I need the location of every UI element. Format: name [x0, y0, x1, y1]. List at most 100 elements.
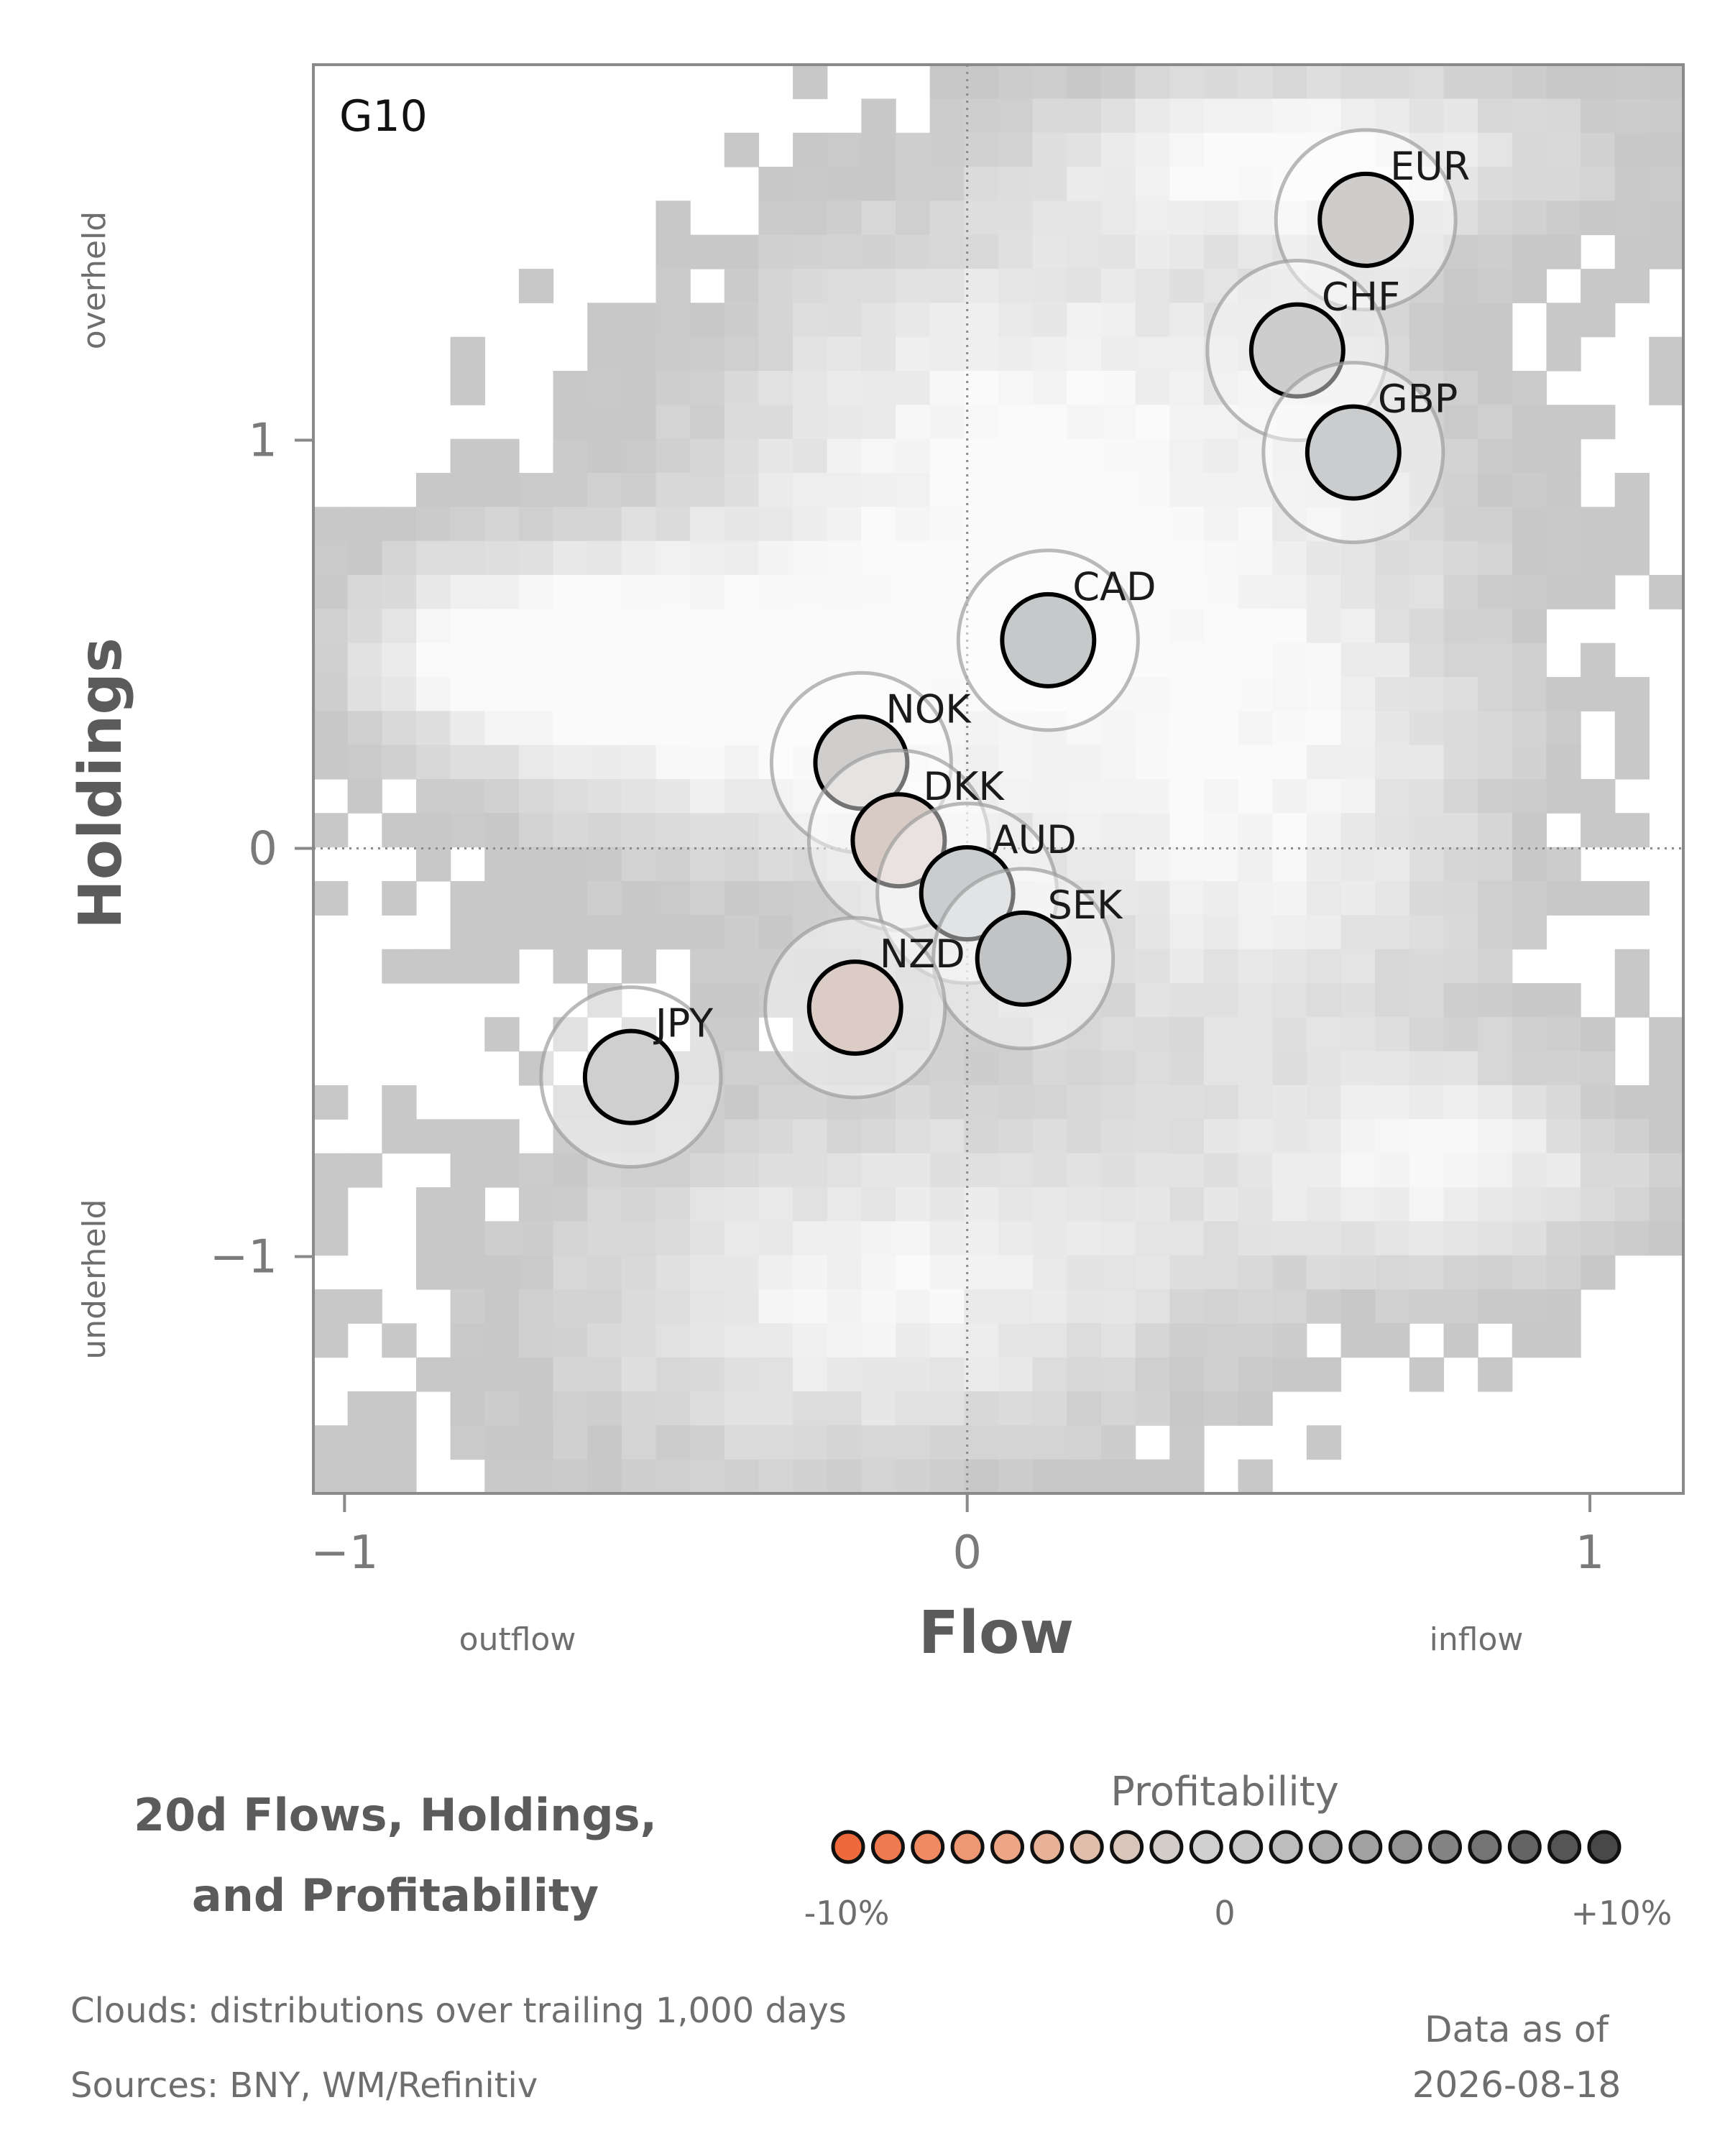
heatmap-cell	[518, 813, 554, 848]
heatmap-cell	[1375, 881, 1410, 916]
heatmap-cell	[1203, 1017, 1239, 1052]
heatmap-cell	[450, 336, 485, 372]
heatmap-cell	[964, 1221, 999, 1256]
heatmap-cell	[998, 371, 1034, 405]
heatmap-cell	[724, 779, 760, 814]
heatmap-cell	[690, 1391, 725, 1426]
heatmap-cell	[656, 303, 691, 338]
heatmap-cell	[1443, 1017, 1478, 1052]
heatmap-cell	[690, 745, 725, 780]
heatmap-cell	[1169, 1255, 1205, 1290]
heatmap-cell	[1203, 438, 1239, 474]
heatmap-cell	[1272, 1221, 1307, 1256]
heatmap-cell	[793, 405, 828, 440]
heatmap-cell	[1135, 949, 1170, 984]
heatmap-cell	[690, 609, 725, 644]
heatmap-cell	[1169, 234, 1205, 270]
heatmap-cell	[1546, 575, 1581, 609]
heatmap-cell	[827, 269, 862, 303]
heatmap-cell	[793, 303, 828, 338]
heatmap-cell	[1409, 1153, 1445, 1188]
heatmap-cell	[1478, 438, 1513, 474]
heatmap-cell	[1238, 575, 1273, 609]
heatmap-cell	[1546, 507, 1581, 542]
heatmap-cell	[1238, 1459, 1273, 1493]
heatmap-cell	[1306, 98, 1342, 134]
heatmap-cell	[1478, 473, 1513, 507]
heatmap-cell	[553, 540, 588, 576]
heatmap-cell	[1409, 167, 1445, 201]
heatmap-cell	[793, 336, 828, 372]
heatmap-cell	[1340, 1255, 1376, 1290]
heatmap-cell	[1067, 65, 1102, 99]
heatmap-cell	[1203, 234, 1239, 270]
heatmap-cell	[964, 201, 999, 236]
legend-swatch	[1070, 1830, 1104, 1864]
heatmap-cell	[964, 405, 999, 440]
heatmap-cell	[1238, 677, 1273, 711]
heatmap-cell	[1478, 1119, 1513, 1154]
heatmap-cell	[1340, 1187, 1376, 1222]
heatmap-cell	[964, 1323, 999, 1358]
heatmap-cell	[724, 438, 760, 474]
heatmap-cell	[656, 1459, 691, 1493]
heatmap-cell	[1203, 1119, 1239, 1154]
heatmap-cell	[861, 234, 896, 270]
heatmap-cell	[1546, 1323, 1581, 1358]
heatmap-cell	[1101, 642, 1136, 678]
heatmap-cell	[553, 1323, 588, 1358]
heatmap-cell	[347, 1459, 382, 1493]
heatmap-cell	[621, 1459, 657, 1493]
heatmap-cell	[929, 167, 965, 201]
plot-frame	[312, 63, 1685, 1495]
heatmap-cell	[484, 881, 520, 916]
heatmap-cell	[1614, 132, 1650, 167]
heatmap-cell	[1101, 711, 1136, 746]
heatmap-cell	[553, 642, 588, 678]
heatmap-cell	[1409, 745, 1445, 780]
heatmap-cell	[1272, 438, 1307, 474]
heatmap-cell	[1272, 1357, 1307, 1392]
heatmap-cell	[1581, 779, 1616, 814]
heatmap-cell	[758, 336, 794, 372]
heatmap-cell	[1512, 745, 1547, 780]
x-tick-label: 1	[1576, 1526, 1605, 1580]
heatmap-cell	[793, 1187, 828, 1222]
heatmap-cell	[1203, 507, 1239, 542]
heatmap-cell	[1512, 405, 1547, 440]
heatmap-cell	[1067, 949, 1102, 984]
heatmap-cell	[1546, 132, 1581, 167]
heatmap-cell	[1375, 609, 1410, 644]
heatmap-cell	[450, 1221, 485, 1256]
heatmap-cell	[690, 1255, 725, 1290]
heatmap-cell	[347, 609, 382, 644]
heatmap-cell	[827, 609, 862, 644]
heatmap-cell	[964, 269, 999, 303]
heatmap-cell	[1169, 269, 1205, 303]
heatmap-cell	[1478, 949, 1513, 984]
heatmap-cell	[1443, 642, 1478, 678]
heatmap-cell	[758, 405, 794, 440]
heatmap-cell	[929, 405, 965, 440]
heatmap-cell	[1649, 336, 1683, 372]
heatmap-cell	[1203, 473, 1239, 507]
heatmap-cell	[347, 1391, 382, 1426]
heatmap-cell	[964, 132, 999, 167]
heatmap-cell	[450, 1391, 485, 1426]
heatmap-cell	[1443, 881, 1478, 916]
heatmap-cell	[416, 949, 451, 984]
heatmap-cell	[861, 201, 896, 236]
heatmap-cell	[1478, 201, 1513, 236]
heatmap-cell	[861, 98, 896, 134]
heatmap-cell	[1614, 167, 1650, 201]
heatmap-cell	[1443, 1221, 1478, 1256]
heatmap-cell	[861, 1187, 896, 1222]
heatmap-cell	[1581, 507, 1616, 542]
heatmap-cell	[1238, 1153, 1273, 1188]
heatmap-cell	[1067, 1391, 1102, 1426]
heatmap-cell	[1135, 1221, 1170, 1256]
heatmap-cell	[1478, 507, 1513, 542]
heatmap-cell	[1169, 677, 1205, 711]
heatmap-cell	[621, 1289, 657, 1324]
heatmap-cell	[416, 745, 451, 780]
